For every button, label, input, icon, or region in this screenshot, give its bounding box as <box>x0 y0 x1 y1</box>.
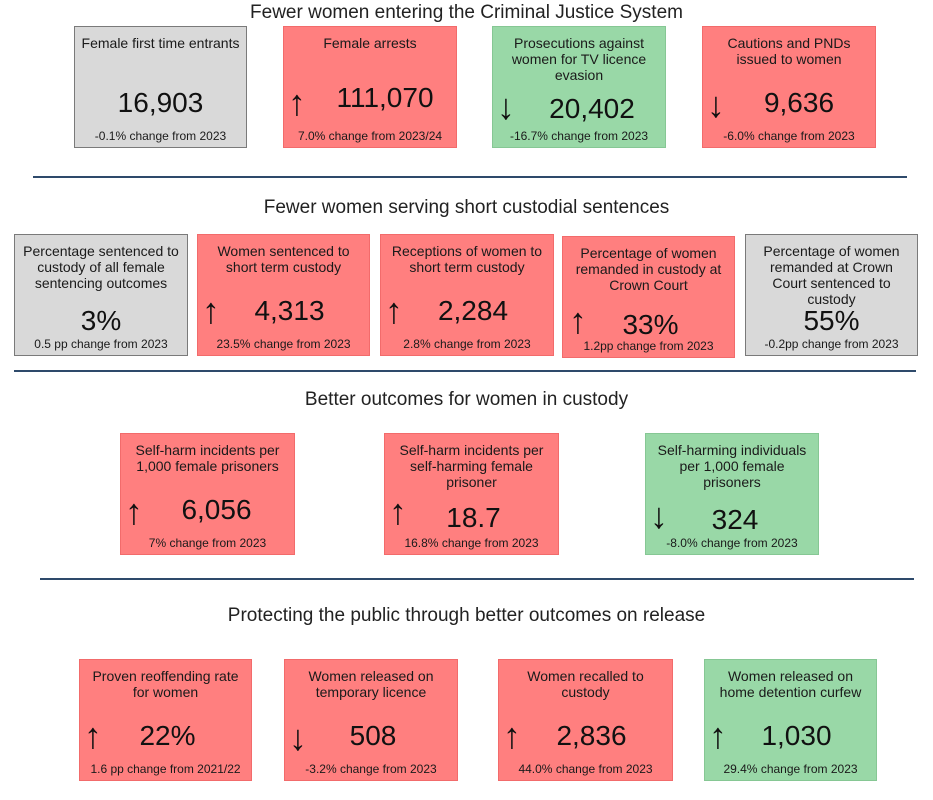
metric-card-receptions-short-term: Receptions of women to short term custod… <box>380 234 554 356</box>
metric-card-rotl: Women released on temporary licence ↓ 50… <box>284 659 458 781</box>
metric-card-recalled-custody: Women recalled to custody ↑ 2,836 44.0% … <box>498 659 673 781</box>
arrow-up-icon: ↑ <box>125 491 143 532</box>
card-change: -6.0% change from 2023 <box>723 129 855 143</box>
card-change: -16.7% change from 2023 <box>509 129 649 143</box>
metric-card-short-term-custody: Women sentenced to short term custody ↑ … <box>197 234 370 356</box>
arrow-up-icon: ↑ <box>569 300 587 341</box>
card-label: Percentage of women remanded at Crown Co… <box>763 243 900 307</box>
card-value: 6,056 <box>181 494 252 525</box>
card-label: Women released on temporary licence <box>308 668 434 700</box>
card-label: Proven reoffending rate for women <box>92 668 239 700</box>
section-title-cjs: Fewer women entering the Criminal Justic… <box>250 2 683 23</box>
card-change: 23.5% change from 2023 <box>216 337 351 351</box>
metric-card-remanded-sentenced-custody: Percentage of women remanded at Crown Co… <box>745 234 918 356</box>
card-change: 2.8% change from 2023 <box>403 337 531 351</box>
arrow-up-icon: ↑ <box>84 715 102 756</box>
card-label: Women recalled to custody <box>527 668 644 700</box>
card-value: 20,402 <box>549 93 635 124</box>
card-label: Receptions of women to short term custod… <box>391 243 543 275</box>
metric-card-self-harming-individuals: Self-harming individuals per 1,000 femal… <box>645 433 819 555</box>
card-value: 33% <box>622 309 679 340</box>
arrow-up-icon: ↑ <box>503 715 521 756</box>
card-change: 1.2pp change from 2023 <box>583 339 714 353</box>
card-value: 4,313 <box>254 295 325 326</box>
card-label: Women released on home detention curfew <box>719 668 862 700</box>
card-value: 1,030 <box>761 720 832 751</box>
card-value: 508 <box>349 720 397 751</box>
metric-card-remanded-crown-court: Percentage of women remanded in custody … <box>562 236 735 358</box>
card-change: -8.0% change from 2023 <box>666 536 798 550</box>
metric-card-self-harm-incidents-per-1000: Self-harm incidents per 1,000 female pri… <box>120 433 295 555</box>
card-label: Prosecutions against women for TV licenc… <box>511 35 647 83</box>
card-value: 111,070 <box>336 82 434 113</box>
section-title-short-sentences: Fewer women serving short custodial sent… <box>263 197 670 218</box>
card-change: 0.5 pp change from 2023 <box>34 337 168 351</box>
section-divider <box>33 176 907 178</box>
arrow-up-icon: ↑ <box>709 715 727 756</box>
card-label: Female arrests <box>323 35 417 51</box>
arrow-up-icon: ↑ <box>389 491 407 532</box>
card-label: Self-harm incidents per 1,000 female pri… <box>135 442 280 474</box>
metric-card-hdc: Women released on home detention curfew … <box>704 659 877 781</box>
card-value: 22% <box>139 720 196 751</box>
card-value: 2,284 <box>437 295 509 326</box>
card-value: 55% <box>803 305 860 336</box>
card-value: 16,903 <box>117 87 204 118</box>
card-label: Female first time entrants <box>81 35 240 51</box>
card-label: Cautions and PNDs issued to women <box>727 35 851 67</box>
card-value: 2,836 <box>556 720 627 751</box>
card-value: 3% <box>80 305 122 336</box>
arrow-up-icon: ↑ <box>288 82 306 123</box>
section-title-release-outcomes: Protecting the public through better out… <box>227 605 706 626</box>
card-change: 29.4% change from 2023 <box>723 762 858 776</box>
card-value: 18.7 <box>446 502 501 533</box>
metric-card-self-harm-per-prisoner: Self-harm incidents per self-harming fem… <box>384 433 559 555</box>
arrow-down-icon: ↓ <box>707 84 725 125</box>
card-value: 324 <box>711 504 759 535</box>
card-change: -0.2pp change from 2023 <box>764 337 899 351</box>
arrow-up-icon: ↑ <box>202 290 220 331</box>
card-change: 1.6 pp change from 2021/22 <box>90 762 241 776</box>
section-divider <box>40 578 914 580</box>
metric-card-tv-licence-prosecutions: Prosecutions against women for TV licenc… <box>492 26 666 148</box>
card-label: Percentage sentenced to custody of all f… <box>23 243 179 291</box>
metric-card-first-time-entrants: Female first time entrants 16,903 -0.1% … <box>74 26 247 148</box>
card-label: Self-harming individuals per 1,000 femal… <box>657 442 807 490</box>
metric-card-pct-sentenced-custody: Percentage sentenced to custody of all f… <box>14 234 188 356</box>
card-label: Percentage of women remanded in custody … <box>575 245 722 293</box>
card-label: Women sentenced to short term custody <box>217 243 350 275</box>
card-change: 7% change from 2023 <box>148 536 267 550</box>
metric-card-reoffending-rate: Proven reoffending rate for women ↑ 22% … <box>79 659 252 781</box>
metric-card-female-arrests: Female arrests ↑ 111,070 7.0% change fro… <box>283 26 457 148</box>
card-value: 9,636 <box>763 87 835 118</box>
arrow-up-icon: ↑ <box>385 290 403 331</box>
metric-card-cautions-pnds: Cautions and PNDs issued to women ↓ 9,63… <box>702 26 876 148</box>
arrow-down-icon: ↓ <box>289 717 307 758</box>
card-change: 16.8% change from 2023 <box>404 536 539 550</box>
card-change: -0.1% change from 2023 <box>94 129 227 143</box>
section-title-custody-outcomes: Better outcomes for women in custody <box>304 389 629 410</box>
arrow-down-icon: ↓ <box>650 495 668 536</box>
card-change: -3.2% change from 2023 <box>305 762 437 776</box>
card-change: 44.0% change from 2023 <box>518 762 653 776</box>
arrow-down-icon: ↓ <box>497 86 515 127</box>
card-label: Self-harm incidents per self-harming fem… <box>399 442 544 490</box>
section-divider <box>14 370 916 372</box>
card-change: 7.0% change from 2023/24 <box>297 129 443 143</box>
